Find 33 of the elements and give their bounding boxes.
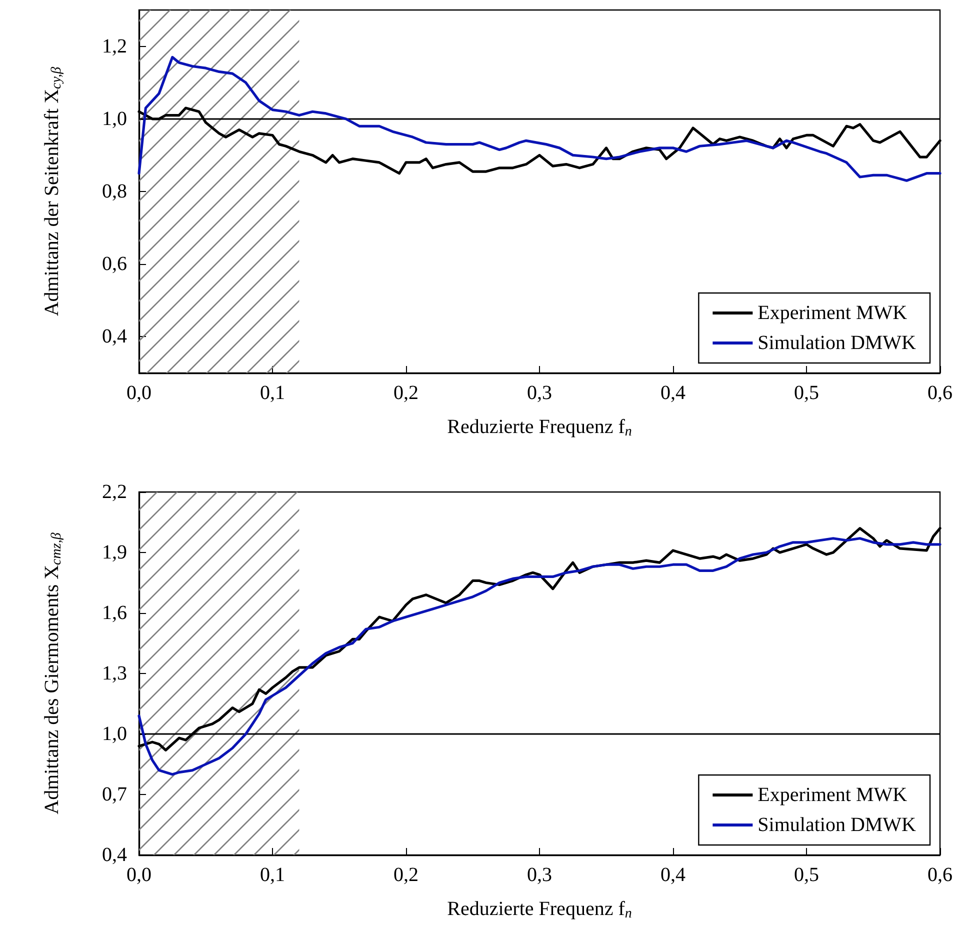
legend-label: Experiment MWK xyxy=(758,784,908,806)
x-tick-label: 0,4 xyxy=(660,382,686,404)
x-tick-label: 0,0 xyxy=(126,382,152,404)
x-tick-label: 0,0 xyxy=(126,864,152,886)
x-tick-label: 0,1 xyxy=(260,864,285,886)
x-tick-label: 0,5 xyxy=(794,864,819,886)
x-tick-label: 0,3 xyxy=(527,382,552,404)
y-tick-label: 1,0 xyxy=(102,723,127,745)
x-tick-label: 0,2 xyxy=(394,864,418,886)
y-tick-label: 1,0 xyxy=(102,108,127,130)
legend-label: Simulation DMWK xyxy=(758,332,917,354)
x-tick-label: 0,4 xyxy=(660,864,686,886)
y-axis-title: Admittanz der Seitenkraft Xcy,β xyxy=(41,66,64,316)
legend-label: Experiment MWK xyxy=(758,302,908,324)
y-tick-label: 1,2 xyxy=(102,35,127,58)
y-tick-label: 2,2 xyxy=(102,481,127,503)
legend-label: Simulation DMWK xyxy=(758,814,917,836)
y-axis-title: Admittanz des Giermoments Xcmz,β xyxy=(41,532,64,814)
x-tick-label: 0,2 xyxy=(394,382,418,404)
y-tick-label: 0,7 xyxy=(102,784,127,806)
x-tick-label: 0,3 xyxy=(527,864,552,886)
x-tick-label: 0,6 xyxy=(928,864,952,886)
y-tick-label: 1,6 xyxy=(102,602,127,624)
x-tick-label: 0,6 xyxy=(928,382,952,404)
y-tick-label: 0,4 xyxy=(102,326,127,348)
y-tick-label: 1,3 xyxy=(102,662,127,684)
y-tick-label: 0,8 xyxy=(102,180,127,202)
y-tick-label: 0,6 xyxy=(102,253,127,276)
line-series xyxy=(138,56,942,182)
y-tick-label: 0,4 xyxy=(102,844,127,866)
y-tick-label: 1,9 xyxy=(102,542,127,564)
x-tick-label: 0,5 xyxy=(794,382,819,404)
x-tick-label: 0,1 xyxy=(260,382,285,404)
